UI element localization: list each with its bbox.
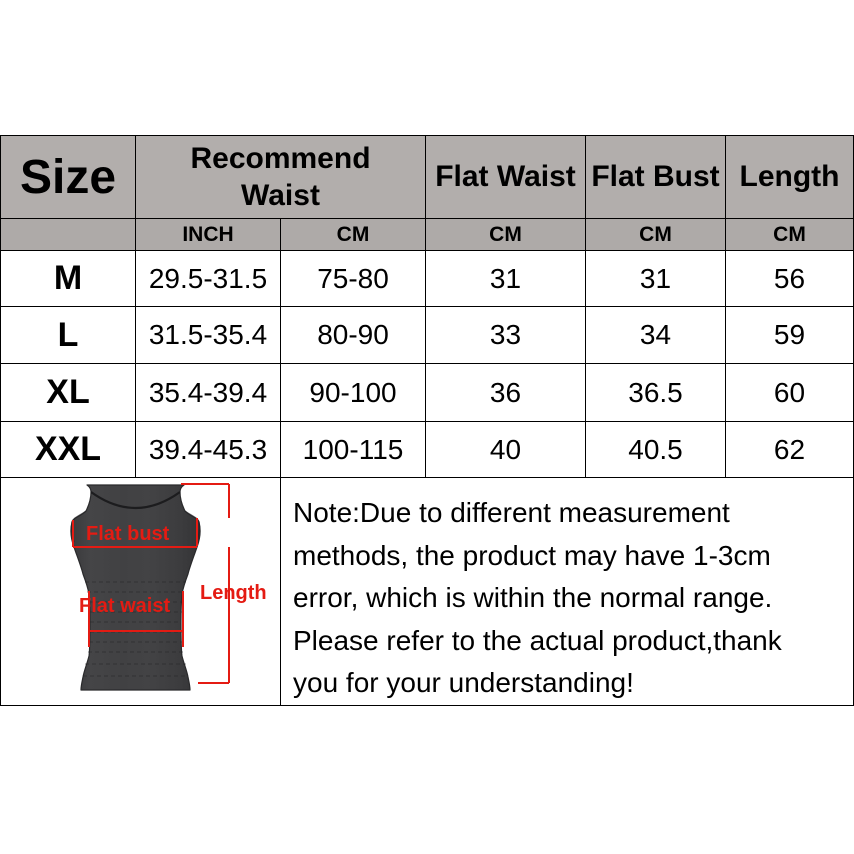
svg-text:Flat bust: Flat bust	[86, 523, 170, 545]
svg-text:Length: Length	[200, 582, 267, 604]
svg-text:Flat waist: Flat waist	[79, 595, 170, 617]
